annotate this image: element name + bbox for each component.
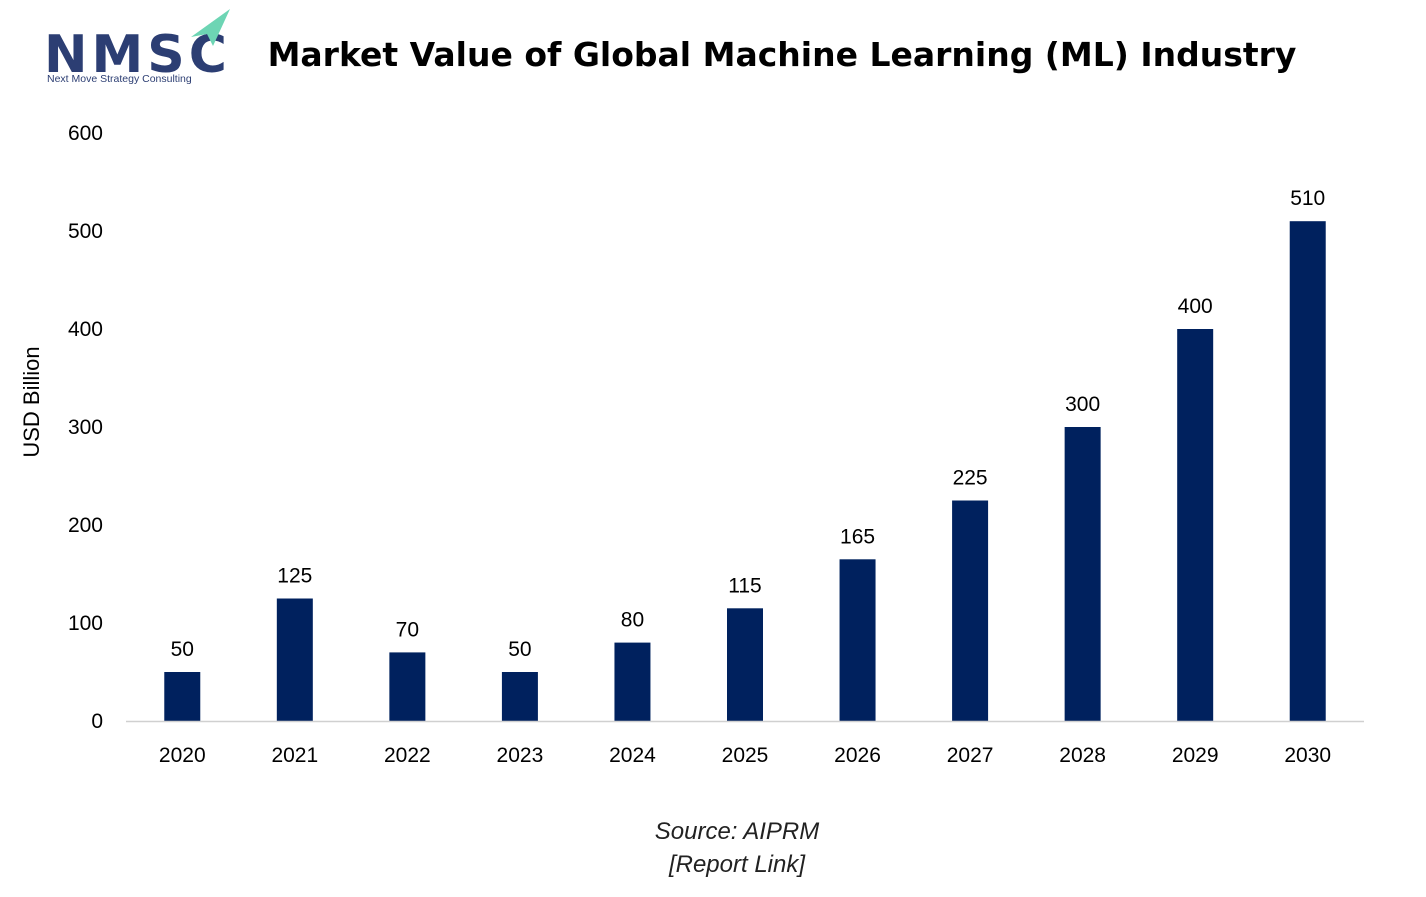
y-tick-label-0: 0 xyxy=(91,710,103,733)
y-axis-label: USD Billion xyxy=(19,346,44,457)
bar-2022 xyxy=(389,652,426,721)
data-label-2029: 400 xyxy=(1178,295,1213,318)
data-label-2025: 115 xyxy=(728,574,761,597)
data-label-2023: 50 xyxy=(508,638,531,661)
y-tick-label-400: 400 xyxy=(68,318,103,341)
data-label-2030: 510 xyxy=(1290,187,1325,210)
x-tick-label-2028: 2028 xyxy=(1059,744,1106,767)
x-tick-label-2026: 2026 xyxy=(834,744,881,767)
x-tick-label-2022: 2022 xyxy=(384,744,431,767)
x-tick-label-2021: 2021 xyxy=(271,744,318,767)
x-tick-label-2025: 2025 xyxy=(722,744,769,767)
y-tick-label-200: 200 xyxy=(68,514,103,537)
data-label-2028: 300 xyxy=(1065,393,1100,416)
data-label-2026: 165 xyxy=(840,525,875,548)
source-label: Source: AIPRM xyxy=(655,818,820,845)
bars xyxy=(164,221,1326,721)
y-tick-label-600: 600 xyxy=(68,122,103,145)
data-label-2027: 225 xyxy=(953,467,988,490)
bar-2021 xyxy=(276,598,313,721)
y-tick-label-100: 100 xyxy=(68,612,103,635)
logo: NMSC Next Move Strategy Consulting xyxy=(44,9,230,85)
y-tick-labels: 0 100 200 300 400 500 600 xyxy=(68,122,103,733)
data-labels: 50 125 70 50 80 115 165 225 300 400 510 xyxy=(171,187,1326,661)
report-link[interactable]: [Report Link] xyxy=(668,851,806,878)
y-tick-label-500: 500 xyxy=(68,220,103,243)
data-label-2020: 50 xyxy=(171,638,194,661)
bar-2029 xyxy=(1177,329,1214,721)
bar-2027 xyxy=(952,500,989,721)
bar-2026 xyxy=(839,559,876,721)
x-tick-label-2030: 2030 xyxy=(1284,744,1331,767)
bar-2020 xyxy=(164,672,201,721)
x-tick-label-2023: 2023 xyxy=(497,744,544,767)
x-tick-label-2027: 2027 xyxy=(947,744,994,767)
bar-2024 xyxy=(614,642,651,721)
x-tick-labels: 2020 2021 2022 2023 2024 2025 2026 2027 2028 2029… xyxy=(159,744,1331,767)
bar-2025 xyxy=(727,608,763,721)
bar-2030 xyxy=(1289,221,1326,721)
bar-2023 xyxy=(501,672,538,721)
y-tick-label-300: 300 xyxy=(68,416,103,439)
bar-2028 xyxy=(1064,427,1101,721)
chart-title: Market Value of Global Machine Learning … xyxy=(268,35,1297,74)
data-label-2022: 70 xyxy=(396,618,419,641)
data-label-2024: 80 xyxy=(621,609,644,632)
data-label-2021: 125 xyxy=(277,565,312,588)
logo-tagline: Next Move Strategy Consulting xyxy=(47,73,192,85)
x-tick-label-2029: 2029 xyxy=(1172,744,1219,767)
logo-arrow-icon xyxy=(191,9,230,46)
x-tick-label-2020: 2020 xyxy=(159,744,206,767)
x-tick-label-2024: 2024 xyxy=(609,744,656,767)
